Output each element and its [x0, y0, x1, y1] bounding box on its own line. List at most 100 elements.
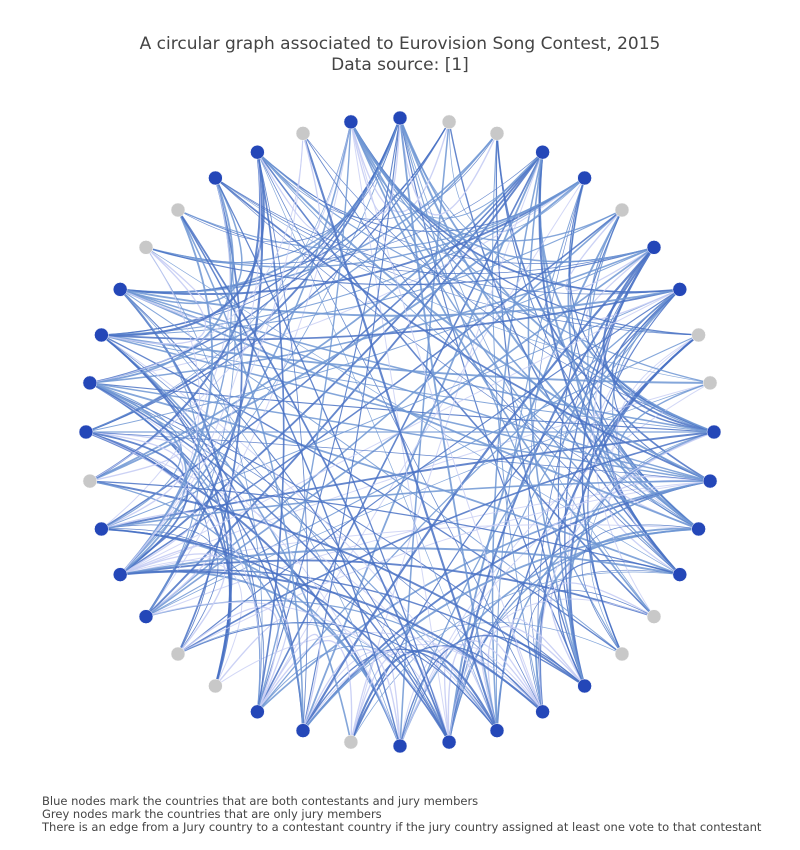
graph-edge: [85, 431, 711, 482]
jury-only-node[interactable]: [702, 375, 718, 391]
annotation-note-1: Blue nodes mark the countries that are b…: [42, 794, 479, 808]
graph-edge: [89, 133, 304, 384]
graph-edge: [101, 288, 680, 341]
graph-edge: [214, 177, 711, 482]
graph-edge: [177, 209, 401, 747]
graph-edge: [89, 382, 585, 687]
jury-only-node[interactable]: [343, 734, 359, 750]
graph-edge: [89, 177, 586, 482]
contestant-node[interactable]: [295, 723, 311, 738]
graph-edge: [350, 645, 544, 743]
graph-edge: [145, 121, 352, 617]
graph-nodes: [78, 110, 722, 754]
contestant-node[interactable]: [250, 144, 265, 160]
graph-edge: [177, 288, 681, 655]
graph-edge: [145, 480, 711, 618]
contestant-node[interactable]: [489, 723, 505, 738]
graph-edge: [528, 589, 655, 712]
graph-edge: [89, 480, 304, 731]
graph-edge: [215, 177, 699, 530]
jury-only-node[interactable]: [295, 126, 311, 141]
graph-edge: [215, 177, 711, 384]
graph-edge: [177, 622, 450, 743]
graph-edge: [256, 133, 321, 231]
contestant-node[interactable]: [112, 282, 128, 297]
graph-edge: [511, 617, 586, 713]
contestant-node[interactable]: [441, 734, 457, 750]
graph-edge: [120, 570, 544, 713]
graph-edge: [585, 246, 681, 321]
jury-only-node[interactable]: [208, 678, 223, 694]
graph-edge: [145, 151, 544, 618]
jury-only-node[interactable]: [614, 202, 630, 218]
graph-edge: [89, 246, 655, 384]
contestant-node[interactable]: [691, 521, 706, 537]
graph-edge: [177, 431, 715, 655]
graph-edge: [145, 247, 680, 575]
contestant-node[interactable]: [672, 282, 688, 297]
graph-edge: [120, 177, 586, 296]
graph-edge: [119, 543, 215, 618]
graph-edge: [350, 121, 543, 219]
graph-edge: [302, 644, 543, 731]
contestant-node[interactable]: [392, 110, 408, 126]
graph-edge: [85, 121, 352, 433]
contestant-node[interactable]: [646, 240, 662, 255]
jury-only-node[interactable]: [170, 646, 186, 662]
contestant-node[interactable]: [706, 424, 722, 440]
contestant-node[interactable]: [343, 114, 359, 130]
graph-edge: [119, 288, 715, 433]
graph-edge: [350, 121, 715, 433]
contestant-node[interactable]: [138, 609, 154, 624]
graph-edge: [89, 382, 681, 576]
jury-only-node[interactable]: [646, 609, 662, 624]
graph-edge: [302, 133, 498, 731]
graph-edge: [145, 247, 263, 712]
graph-edge: [569, 334, 700, 687]
graph-edge: [350, 571, 680, 743]
graph-edge: [256, 151, 711, 482]
graph-edge: [617, 382, 711, 530]
contestant-node[interactable]: [82, 375, 98, 391]
contestant-node[interactable]: [94, 521, 109, 537]
contestant-node[interactable]: [94, 327, 109, 343]
graph-edge: [120, 559, 655, 618]
graph-edge: [256, 121, 352, 712]
graph-edge: [399, 117, 623, 655]
graph-edge: [257, 152, 498, 731]
jury-only-node[interactable]: [614, 646, 630, 662]
graph-edge: [613, 289, 711, 482]
graph-edge: [214, 177, 450, 743]
graph-edge: [350, 651, 450, 743]
graph-edge: [101, 528, 498, 731]
jury-only-node[interactable]: [441, 114, 457, 130]
contestant-node[interactable]: [535, 704, 550, 720]
contestant-node[interactable]: [78, 424, 94, 440]
contestant-node[interactable]: [250, 704, 265, 720]
contestant-node[interactable]: [112, 567, 128, 582]
jury-only-node[interactable]: [489, 126, 505, 141]
contestant-node[interactable]: [577, 678, 592, 694]
jury-only-node[interactable]: [691, 327, 706, 343]
annotation-notes: Blue nodes mark the countries that are b…: [42, 795, 761, 834]
jury-only-node[interactable]: [138, 240, 154, 255]
graph-edge: [550, 582, 655, 687]
graph-edge: [85, 431, 189, 576]
contestant-node[interactable]: [672, 567, 688, 582]
graph-edge: [101, 209, 623, 336]
graph-edge: [256, 633, 321, 731]
graph-edge: [256, 152, 285, 712]
graph-edge: [257, 133, 498, 220]
contestant-node[interactable]: [392, 738, 408, 754]
graph-edge: [101, 334, 623, 655]
graph-edge: [537, 247, 655, 712]
graph-edge: [568, 431, 715, 687]
graph-edge: [101, 334, 450, 743]
contestant-node[interactable]: [702, 473, 718, 489]
contestant-node[interactable]: [577, 170, 592, 186]
contestant-node[interactable]: [535, 144, 550, 160]
jury-only-node[interactable]: [170, 202, 186, 218]
contestant-node[interactable]: [208, 170, 223, 186]
jury-only-node[interactable]: [82, 473, 98, 489]
graph-edge: [89, 382, 401, 747]
